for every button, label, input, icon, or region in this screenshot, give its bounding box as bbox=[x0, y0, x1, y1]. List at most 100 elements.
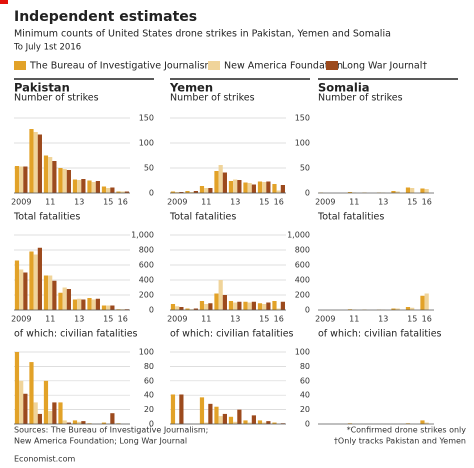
footnote: †Only tracks Pakistan and Yemen bbox=[334, 437, 466, 446]
bar bbox=[170, 304, 176, 310]
bar bbox=[101, 422, 107, 424]
panel-label: of which: civilian fatalities bbox=[14, 329, 138, 340]
bar bbox=[228, 181, 234, 193]
footnote: *Confirmed drone strikes only bbox=[347, 426, 467, 435]
bar bbox=[91, 299, 96, 310]
bar bbox=[420, 420, 425, 424]
bar bbox=[81, 179, 86, 193]
y-tick-label: 40 bbox=[144, 391, 154, 400]
bar bbox=[208, 403, 213, 424]
y-tick-label: 200 bbox=[295, 291, 310, 300]
legend-swatch bbox=[208, 61, 220, 70]
bar bbox=[391, 308, 396, 310]
x-tick-label: 13 bbox=[230, 198, 240, 207]
bar bbox=[43, 155, 49, 193]
x-tick-label: 16 bbox=[118, 315, 128, 324]
x-tick-label: 2009 bbox=[11, 198, 31, 207]
x-tick-label: 11 bbox=[349, 315, 359, 324]
bar bbox=[33, 132, 38, 193]
panel-label: of which: civilian fatalities bbox=[318, 329, 442, 340]
bar bbox=[276, 190, 281, 193]
x-tick-label: 13 bbox=[378, 198, 388, 207]
y-tick-label: 20 bbox=[144, 405, 154, 414]
bar bbox=[110, 413, 115, 424]
bar bbox=[228, 301, 234, 310]
y-tick-label: 150 bbox=[295, 114, 310, 123]
bar bbox=[170, 191, 176, 193]
panel-label: Total fatalities bbox=[317, 212, 384, 223]
bar bbox=[257, 181, 263, 193]
bar bbox=[199, 186, 205, 193]
bar bbox=[175, 306, 180, 310]
sources: New America Foundation; Long War Journal bbox=[14, 437, 187, 446]
bar bbox=[62, 169, 67, 193]
bar bbox=[175, 192, 180, 193]
bar bbox=[204, 422, 209, 424]
bar bbox=[91, 182, 96, 193]
x-tick-label: 11 bbox=[201, 315, 211, 324]
bar bbox=[276, 308, 281, 310]
bar bbox=[179, 192, 184, 193]
bar bbox=[77, 298, 82, 310]
bar bbox=[43, 275, 49, 310]
bar bbox=[222, 172, 227, 193]
bar bbox=[214, 406, 219, 424]
panel-label: of which: civilian fatalities bbox=[170, 329, 294, 340]
bar bbox=[179, 394, 184, 424]
bar bbox=[43, 380, 49, 424]
y-tick-label: 100 bbox=[295, 348, 310, 357]
x-tick-label: 2009 bbox=[167, 198, 187, 207]
legend-label: New America Foundation bbox=[224, 61, 343, 72]
x-tick-label: 2009 bbox=[315, 198, 335, 207]
bar bbox=[48, 157, 53, 193]
y-tick-label: 100 bbox=[139, 139, 154, 148]
bar bbox=[87, 298, 92, 310]
y-tick-label: 100 bbox=[295, 139, 310, 148]
panel-title: Pakistan bbox=[14, 81, 70, 95]
bar bbox=[179, 307, 184, 310]
y-tick-label: 1,000 bbox=[131, 231, 154, 240]
bar bbox=[72, 420, 78, 424]
bar bbox=[424, 293, 429, 310]
bar bbox=[37, 247, 42, 310]
y-tick-label: 0 bbox=[149, 420, 154, 429]
bar bbox=[405, 187, 411, 193]
panel-label: Total fatalities bbox=[169, 212, 236, 223]
bar bbox=[189, 192, 194, 193]
bar bbox=[266, 181, 271, 193]
bar bbox=[29, 362, 34, 424]
bar bbox=[218, 416, 223, 424]
bar bbox=[251, 301, 256, 310]
date-note: To July 1st 2016 bbox=[13, 43, 81, 53]
panel-title: Somalia bbox=[318, 81, 370, 95]
y-tick-label: 400 bbox=[295, 276, 310, 285]
bar bbox=[116, 191, 121, 193]
bar bbox=[77, 180, 82, 193]
bar bbox=[37, 134, 42, 193]
bar bbox=[395, 308, 400, 310]
bar bbox=[257, 303, 263, 310]
panel-label: Number of strikes bbox=[14, 93, 99, 104]
x-tick-label: 16 bbox=[422, 198, 432, 207]
panel-label: Number of strikes bbox=[170, 93, 255, 104]
bar bbox=[243, 420, 248, 424]
bar bbox=[228, 416, 234, 424]
bar bbox=[170, 394, 176, 424]
bar bbox=[66, 289, 71, 310]
bar bbox=[52, 402, 57, 424]
y-tick-label: 60 bbox=[300, 376, 310, 385]
x-tick-label: 2009 bbox=[315, 315, 335, 324]
bar bbox=[420, 188, 425, 193]
y-tick-label: 0 bbox=[305, 189, 310, 198]
x-tick-label: 15 bbox=[407, 198, 417, 207]
x-tick-label: 11 bbox=[201, 198, 211, 207]
bar bbox=[272, 184, 277, 193]
bar bbox=[214, 171, 219, 193]
bar bbox=[262, 182, 267, 193]
bar bbox=[124, 191, 129, 193]
bar bbox=[72, 179, 78, 193]
bar bbox=[110, 305, 115, 310]
bar bbox=[106, 305, 111, 310]
y-tick-label: 40 bbox=[300, 391, 310, 400]
y-tick-label: 100 bbox=[139, 348, 154, 357]
